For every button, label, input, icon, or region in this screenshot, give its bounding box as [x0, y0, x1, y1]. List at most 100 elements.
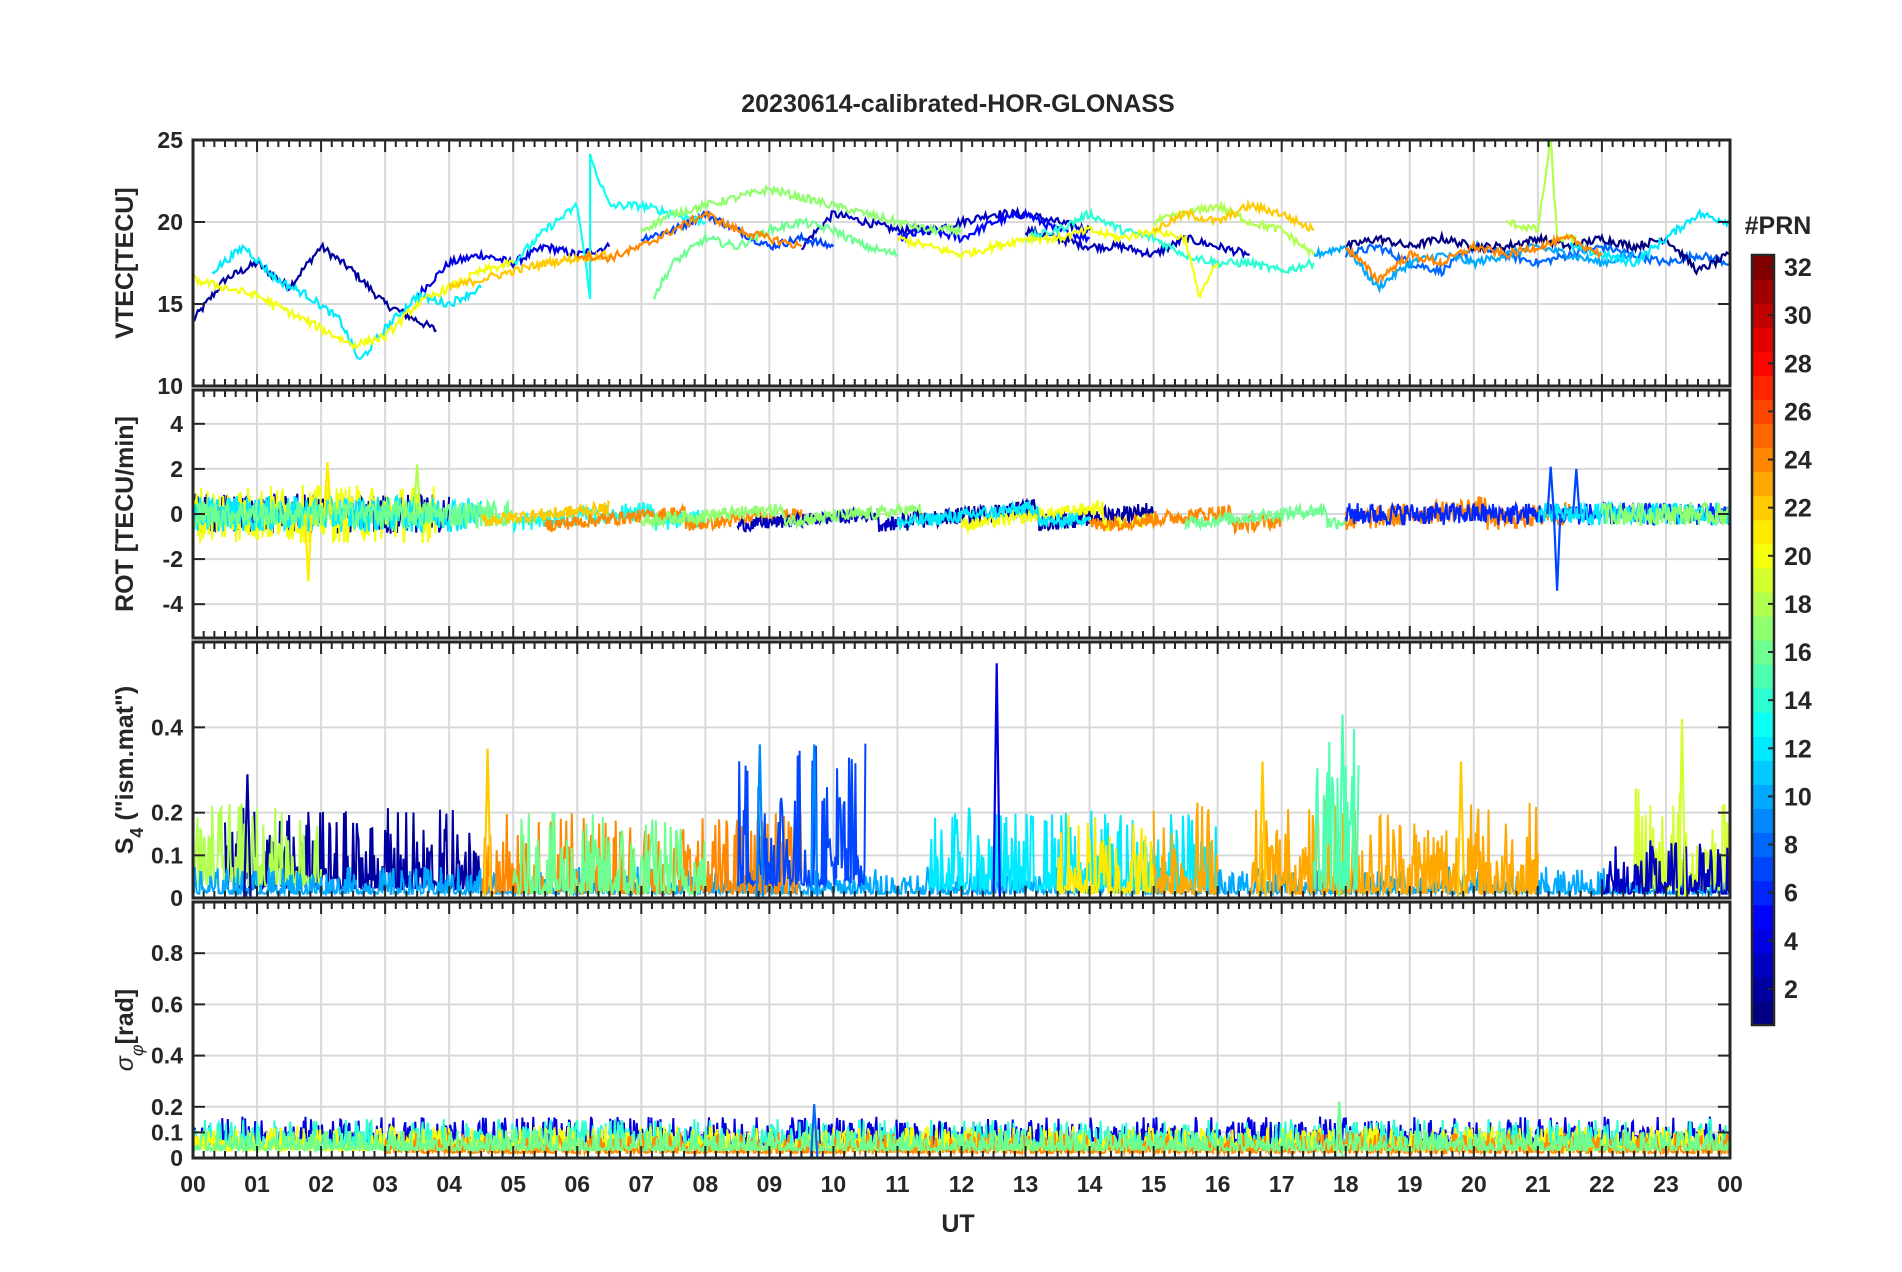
y-axis-label-vtec: VTEC[TECU] [111, 187, 139, 338]
y-tick-label: 0.6 [151, 991, 183, 1017]
series-line-prn-3 [801, 206, 1091, 251]
colorbar-segment [1752, 567, 1774, 593]
colorbar-tick-label: 32 [1784, 254, 1812, 282]
y-tick-label: -4 [163, 591, 184, 617]
x-tick-label: 11 [885, 1171, 910, 1197]
colorbar-tick-label: 16 [1784, 639, 1812, 667]
y-tick-label: 0.4 [151, 1043, 183, 1069]
x-tick-label: 22 [1589, 1171, 1615, 1197]
y-axis-label-subscript: 4 [127, 828, 147, 838]
x-tick-label: 09 [757, 1171, 783, 1197]
colorbar-segment [1752, 784, 1774, 810]
y-axis-label-subscript: φ [127, 1044, 147, 1056]
spike-prn-22 [483, 748, 492, 898]
y-tick-label: 2 [170, 456, 183, 482]
colorbar-segment [1752, 856, 1774, 882]
colorbar-tick-label: 20 [1784, 543, 1812, 571]
panel-s4: 00.10.20.4S4 ("ism.mat") [111, 640, 1732, 911]
x-tick-label: 05 [500, 1171, 526, 1197]
series-line-prn-22 [480, 499, 611, 527]
series-line-prn-23 [1248, 799, 1539, 898]
colorbar-segment [1752, 832, 1774, 858]
x-tick-labels: 00 01 02 03 04 05 06 07 08 09 10 11 12 13 14 15 16 17 18 19… [180, 1171, 1743, 1197]
series-line-prn-12 [1569, 208, 1730, 268]
y-tick-label: 0 [170, 501, 183, 527]
y-axis-label-part: [rad] [111, 989, 139, 1045]
panel-rot: -4 -2 0 2 4 ROT [TECU/min] [111, 388, 1732, 640]
y-axis-label-symbol: σ [111, 1055, 139, 1071]
colorbar-segment [1752, 952, 1774, 978]
colorbar-title: #PRN [1745, 212, 1812, 240]
series-line-prn-12 [211, 244, 483, 360]
series-line-prn-21 [1056, 814, 1155, 897]
colorbar-segment [1752, 519, 1774, 545]
colorbar-segment [1752, 1000, 1774, 1026]
series-line-prn-24 [576, 209, 803, 264]
y-tick-label: 0 [170, 1145, 183, 1171]
x-tick-label: 23 [1653, 1171, 1679, 1197]
y-tick-label: 0 [170, 885, 183, 911]
x-tick-label: 15 [1141, 1171, 1167, 1197]
panel-vtec: 10 15 20 25 VTEC[TECU] [111, 127, 1732, 399]
x-tick-label: 04 [436, 1171, 462, 1197]
x-tick-label: 21 [1525, 1171, 1551, 1197]
spike-prn-7 [1546, 466, 1555, 515]
colorbar-tick-label: 22 [1784, 495, 1812, 523]
x-tick-label: 10 [821, 1171, 847, 1197]
colorbar-segment [1752, 279, 1774, 304]
panels-group: 10 15 20 25 VTEC[TECU] -4 -2 0 2 4 ROT [TECU/min] 0… [111, 127, 1732, 1171]
colorbar-tick-label: 8 [1784, 832, 1798, 860]
colorbar-segment [1752, 615, 1774, 641]
chart-title: 20230614-calibrated-HOR-GLONASS [741, 90, 1174, 118]
colorbar-segment [1752, 808, 1774, 834]
y-tick-label: 0.4 [151, 714, 183, 740]
colorbar-tick-label: 2 [1784, 976, 1798, 1004]
x-tick-label: 18 [1333, 1171, 1359, 1197]
colorbar-segment [1752, 543, 1774, 569]
panel-data [193, 140, 1730, 360]
series-line-prn-16 [653, 216, 899, 300]
y-tick-label: 0.1 [151, 1119, 183, 1145]
x-tick-label: 17 [1269, 1171, 1295, 1197]
colorbar-tick-label: 30 [1784, 302, 1812, 330]
y-tick-label: 0.1 [151, 842, 183, 868]
colorbar-segment [1752, 688, 1774, 713]
colorbar-tick-label: 28 [1784, 350, 1812, 378]
colorbar-tick-label: 4 [1784, 928, 1798, 956]
spike-prn-2 [243, 774, 252, 898]
series-line-prn-13 [512, 153, 707, 300]
colorbar-tick-label: 6 [1784, 880, 1798, 908]
colorbar-tick-label: 18 [1784, 591, 1812, 619]
y-axis-label-part: S [111, 838, 139, 855]
colorbar-segment [1752, 399, 1774, 425]
colorbar-tick-label: 10 [1784, 783, 1812, 811]
colorbar-segment [1752, 591, 1774, 617]
series-line-prn-16 [193, 498, 515, 530]
spike-prn-9 [755, 744, 765, 898]
series-line-prn-4 [416, 241, 611, 298]
series-line-prn-12 [896, 499, 1091, 532]
colorbar-tick-label: 26 [1784, 398, 1812, 426]
colorbar-tick-label: 24 [1784, 447, 1812, 475]
x-tick-label: 16 [1205, 1171, 1231, 1197]
spike-prn-22 [1456, 761, 1466, 898]
x-tick-label: 20 [1461, 1171, 1487, 1197]
x-tick-label: 00 [1717, 1171, 1743, 1197]
spike-prn-21 [323, 462, 332, 515]
x-tick-label: 13 [1013, 1171, 1039, 1197]
series-line-prn-15 [1312, 728, 1360, 892]
colorbar-segment [1752, 447, 1774, 473]
colorbar-segment [1752, 928, 1774, 954]
spike-prn-8 [809, 1104, 819, 1158]
y-axis-label-rot: ROT [TECU/min] [111, 416, 139, 612]
y-axis-label-part: ("ism.mat") [111, 686, 139, 828]
x-tick-label: 01 [244, 1171, 270, 1197]
colorbar-segment [1752, 375, 1774, 400]
x-tick-label: 06 [564, 1171, 590, 1197]
colorbar-segment [1752, 351, 1774, 376]
series-line-prn-20 [897, 223, 1219, 300]
spike-prn-7 [1552, 513, 1562, 591]
y-tick-label: 0.8 [151, 940, 183, 966]
series-line-prn-8 [1344, 239, 1730, 278]
